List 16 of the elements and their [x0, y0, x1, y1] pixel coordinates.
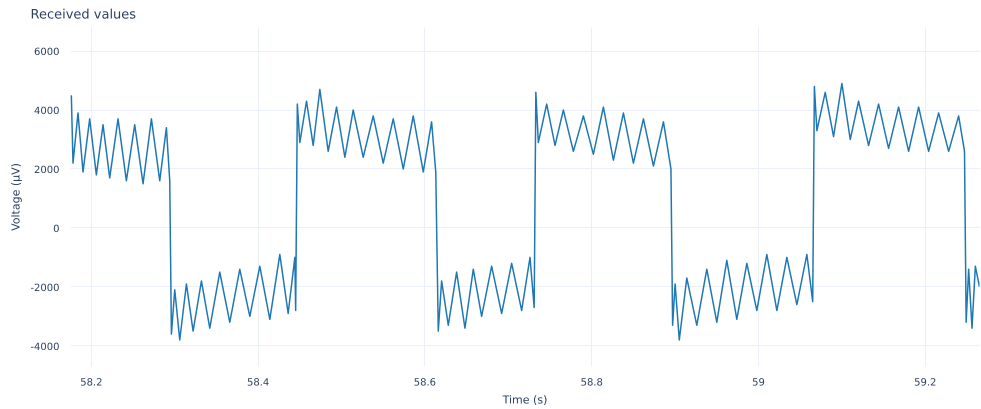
x-tick-label: 58.6	[414, 378, 436, 388]
y-axis-title: Voltage (µV)	[9, 163, 22, 231]
y-tick-label: -4000	[30, 342, 60, 353]
chart-title: Received values	[30, 8, 136, 22]
x-tick-label: 58.8	[580, 378, 603, 388]
y-tick-label: 6000	[34, 47, 60, 58]
y-tick-label: -2000	[30, 282, 60, 294]
x-tick-label: 59	[752, 378, 765, 388]
x-tick-label: 59.2	[914, 378, 936, 388]
x-tick-label: 58.4	[247, 378, 270, 388]
y-tick-label: 2000	[34, 164, 60, 176]
y-tick-label: 4000	[34, 106, 60, 118]
x-axis-title: Time (s)	[502, 394, 548, 406]
y-tick-label: 0	[53, 224, 60, 235]
x-tick-label: 58.2	[80, 378, 102, 388]
line-series	[70, 82, 980, 341]
